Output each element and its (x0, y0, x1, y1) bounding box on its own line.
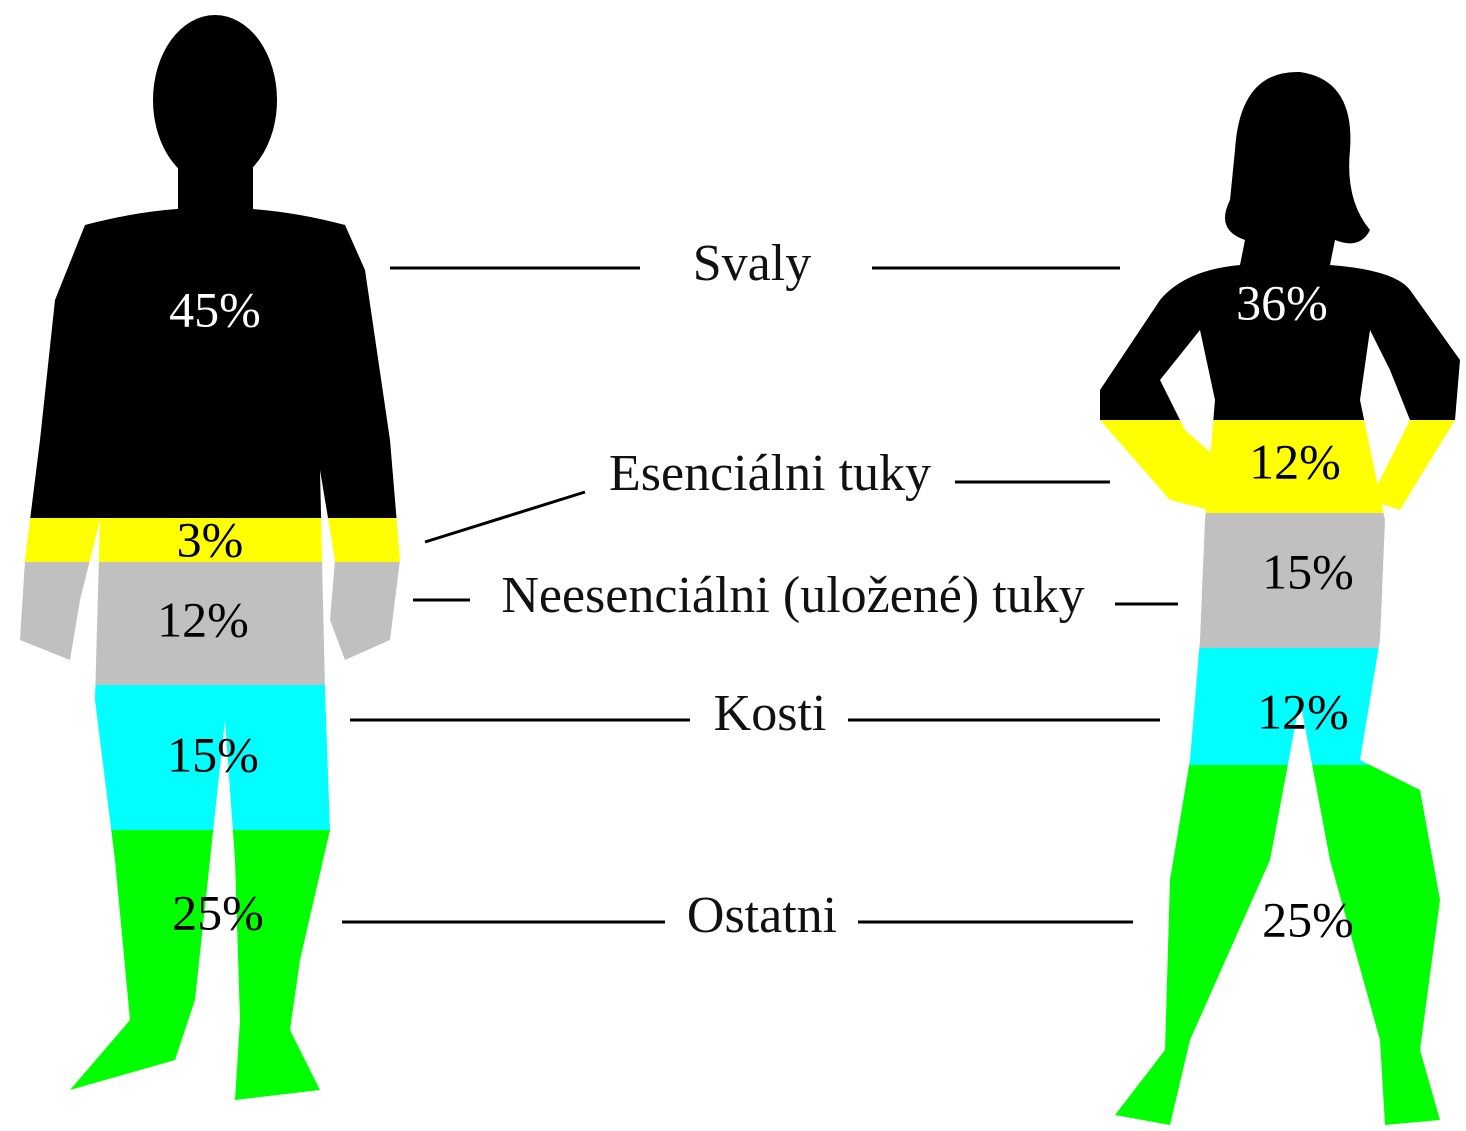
man-percent: 45% (169, 281, 261, 337)
category-label: Svaly (693, 235, 811, 292)
woman-percent: 12% (1257, 683, 1349, 739)
band-muscle (1100, 71, 1460, 420)
man-percent: 12% (157, 591, 249, 647)
category-label: Neesenciálni (uložené) tuky (501, 567, 1084, 624)
man-percent: 15% (167, 726, 259, 782)
category-label: Kosti (714, 685, 827, 742)
woman-percent: 12% (1249, 433, 1341, 489)
woman-percent: 25% (1262, 891, 1354, 947)
band-muscle (20, 15, 400, 518)
category-label: Ostatni (687, 887, 837, 944)
connector (424, 490, 586, 544)
man-percent: 25% (172, 884, 264, 940)
category-label: Esenciálni tuky (609, 445, 931, 502)
man-percent: 3% (177, 511, 244, 567)
connectors (342, 266, 1178, 924)
woman-percent: 15% (1262, 543, 1354, 599)
band-other (1100, 765, 1460, 1126)
woman-percent: 36% (1236, 274, 1328, 330)
band-essential-fat (20, 518, 400, 562)
band-other (20, 830, 400, 1100)
